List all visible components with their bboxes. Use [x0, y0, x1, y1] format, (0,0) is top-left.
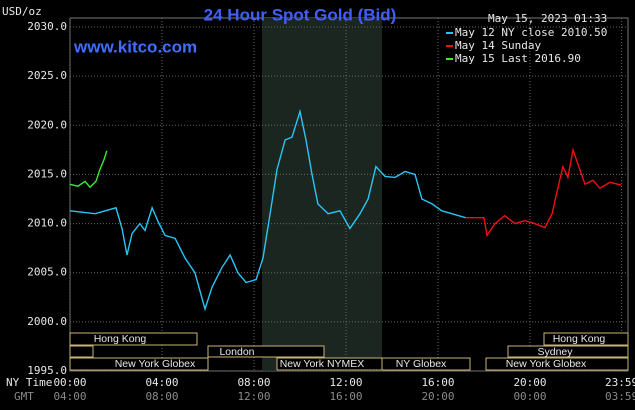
session-box [485, 357, 629, 371]
x2-tick-label: 03:59 [605, 390, 635, 403]
x2-axis-label: GMT [14, 390, 34, 403]
y-tick-label: 2010.0 [27, 217, 67, 230]
session-label: New York Globex [506, 358, 587, 370]
session-box [543, 332, 629, 346]
session-label: NY Globex [396, 358, 447, 370]
session-box [381, 357, 471, 371]
y-tick-label: 2000.0 [27, 315, 67, 328]
session-label: New York Globex [115, 358, 196, 370]
legend-label: May 15 Last 2016.90 [455, 52, 581, 65]
x2-tick-label: 08:00 [145, 390, 178, 403]
site-label: www.kitco.com [73, 37, 197, 56]
session-label: New York NYMEX [280, 358, 365, 370]
price-line [69, 150, 108, 189]
x-tick-label: 08:00 [237, 376, 270, 389]
x2-tick-label: 20:00 [421, 390, 454, 403]
grid [69, 18, 628, 372]
x-tick-label: 12:00 [329, 376, 362, 389]
x2-tick-label: 16:00 [329, 390, 362, 403]
x-tick-label: 16:00 [421, 376, 454, 389]
y-tick-label: 2020.0 [27, 118, 67, 131]
session-label: Sydney [537, 346, 573, 358]
chart-title: 24 Hour Spot Gold (Bid) [204, 5, 397, 24]
session-box [69, 345, 94, 358]
x-tick-label: 20:00 [513, 376, 546, 389]
legend-label: May 12 NY close 2010.50 [455, 26, 607, 39]
timestamp: May 15, 2023 01:33 [488, 12, 607, 25]
nymex-session-shade [262, 18, 382, 371]
y-tick-label: 2005.0 [27, 266, 67, 279]
price-line [69, 108, 466, 312]
y-tick-label: 2030.0 [27, 20, 67, 33]
x2-tick-label: 00:00 [513, 390, 546, 403]
y-tick-label: 2015.0 [27, 167, 67, 180]
y-tick-label: 1995.0 [27, 364, 67, 377]
session-box [69, 332, 198, 346]
session-box [207, 345, 325, 358]
legend-label: May 14 Sunday [455, 39, 541, 52]
session-box [69, 357, 209, 371]
x2-tick-label: 12:00 [237, 390, 270, 403]
x-tick-label: 00:00 [53, 376, 86, 389]
session-label: Hong Kong [553, 333, 606, 345]
y-tick-label: 2025.0 [27, 69, 67, 82]
price-line [465, 147, 622, 238]
y-axis-label: USD/oz [2, 5, 42, 18]
session-label: London [219, 346, 254, 358]
sessions: Hong Kong London New York Globex New Yor… [69, 332, 629, 371]
x-tick-label: 04:00 [145, 376, 178, 389]
x-axis-label: NY Time [6, 376, 52, 389]
x-tick-label: 23:59 [605, 376, 635, 389]
x2-tick-label: 04:00 [53, 390, 86, 403]
session-label: Hong Kong [94, 333, 147, 345]
session-box [507, 345, 629, 358]
